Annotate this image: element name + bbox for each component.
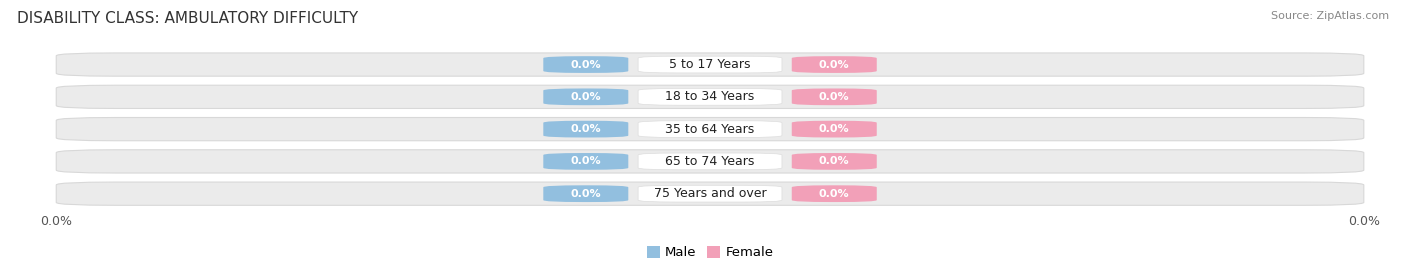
FancyBboxPatch shape [638, 121, 782, 137]
FancyBboxPatch shape [56, 118, 1364, 141]
Text: 75 Years and over: 75 Years and over [654, 187, 766, 200]
FancyBboxPatch shape [792, 121, 877, 137]
Text: 0.0%: 0.0% [571, 59, 602, 70]
Text: 0.0%: 0.0% [818, 92, 849, 102]
FancyBboxPatch shape [792, 185, 877, 202]
FancyBboxPatch shape [56, 85, 1364, 108]
FancyBboxPatch shape [792, 153, 877, 170]
Text: 0.0%: 0.0% [571, 124, 602, 134]
FancyBboxPatch shape [638, 153, 782, 170]
FancyBboxPatch shape [56, 182, 1364, 205]
FancyBboxPatch shape [638, 185, 782, 202]
FancyBboxPatch shape [792, 89, 877, 105]
Text: 65 to 74 Years: 65 to 74 Years [665, 155, 755, 168]
Text: 0.0%: 0.0% [571, 156, 602, 167]
FancyBboxPatch shape [543, 185, 628, 202]
Text: 0.0%: 0.0% [571, 189, 602, 199]
Text: DISABILITY CLASS: AMBULATORY DIFFICULTY: DISABILITY CLASS: AMBULATORY DIFFICULTY [17, 11, 359, 26]
FancyBboxPatch shape [543, 153, 628, 170]
FancyBboxPatch shape [638, 89, 782, 105]
FancyBboxPatch shape [638, 56, 782, 73]
Legend: Male, Female: Male, Female [641, 240, 779, 264]
Text: 18 to 34 Years: 18 to 34 Years [665, 90, 755, 103]
Text: 35 to 64 Years: 35 to 64 Years [665, 123, 755, 136]
FancyBboxPatch shape [56, 53, 1364, 76]
Text: 0.0%: 0.0% [818, 156, 849, 167]
Text: 0.0%: 0.0% [818, 124, 849, 134]
Text: 0.0%: 0.0% [571, 92, 602, 102]
FancyBboxPatch shape [543, 56, 628, 73]
FancyBboxPatch shape [543, 89, 628, 105]
FancyBboxPatch shape [543, 121, 628, 137]
FancyBboxPatch shape [56, 150, 1364, 173]
FancyBboxPatch shape [792, 56, 877, 73]
Text: 5 to 17 Years: 5 to 17 Years [669, 58, 751, 71]
Text: 0.0%: 0.0% [818, 189, 849, 199]
Text: 0.0%: 0.0% [818, 59, 849, 70]
Text: Source: ZipAtlas.com: Source: ZipAtlas.com [1271, 11, 1389, 21]
